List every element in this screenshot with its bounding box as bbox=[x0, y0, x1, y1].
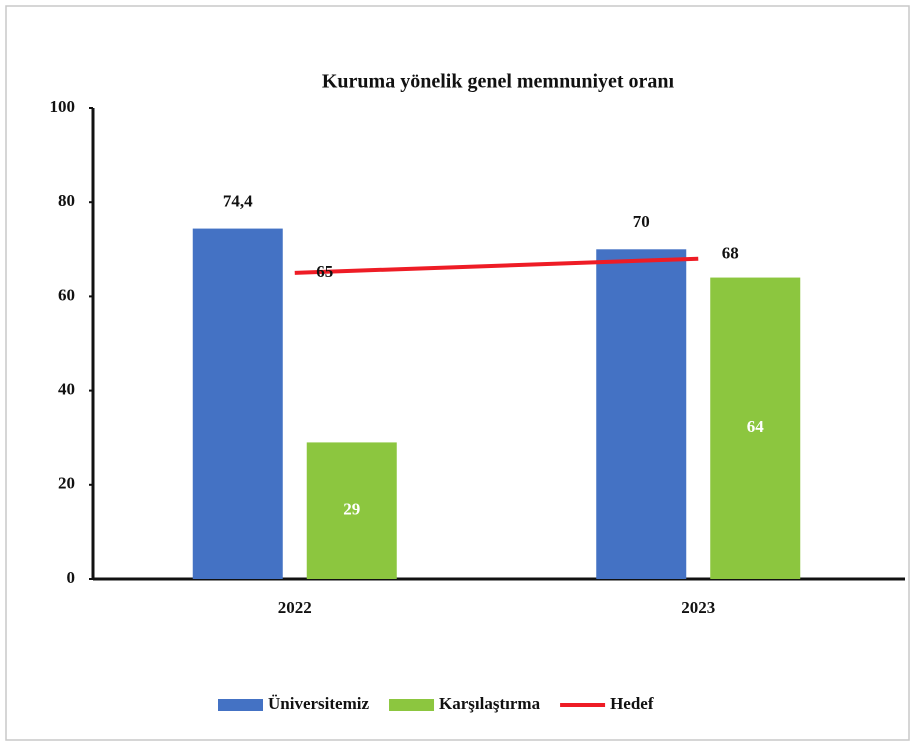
chart-title: Kuruma yönelik genel memnuniyet oranı bbox=[322, 71, 675, 93]
bar bbox=[192, 228, 283, 580]
y-tick-label: 20 bbox=[58, 474, 75, 493]
x-tick-label: 2022 bbox=[278, 598, 312, 617]
y-tick-label: 80 bbox=[58, 191, 75, 210]
y-tick-label: 40 bbox=[58, 380, 75, 399]
legend-label: Hedef bbox=[610, 694, 654, 713]
bar bbox=[596, 249, 687, 580]
legend-label: Üniversitemiz bbox=[268, 694, 369, 713]
line bbox=[294, 256, 699, 275]
data-label: 29 bbox=[343, 500, 360, 519]
y-tick-label: 100 bbox=[50, 97, 76, 116]
y-tick-label: 60 bbox=[58, 285, 75, 304]
bar bbox=[306, 442, 397, 579]
data-label: 74,4 bbox=[223, 191, 253, 210]
data-label: 68 bbox=[722, 244, 739, 263]
legend-label: Karşılaştırma bbox=[439, 694, 541, 713]
data-label: 64 bbox=[747, 417, 765, 436]
legend-swatch bbox=[218, 699, 263, 711]
data-label: 65 bbox=[316, 262, 333, 281]
x-tick-label: 2023 bbox=[681, 598, 715, 617]
y-tick-label: 0 bbox=[67, 568, 76, 587]
data-label: 70 bbox=[633, 212, 650, 231]
legend-swatch bbox=[389, 699, 435, 711]
bar bbox=[710, 277, 801, 579]
